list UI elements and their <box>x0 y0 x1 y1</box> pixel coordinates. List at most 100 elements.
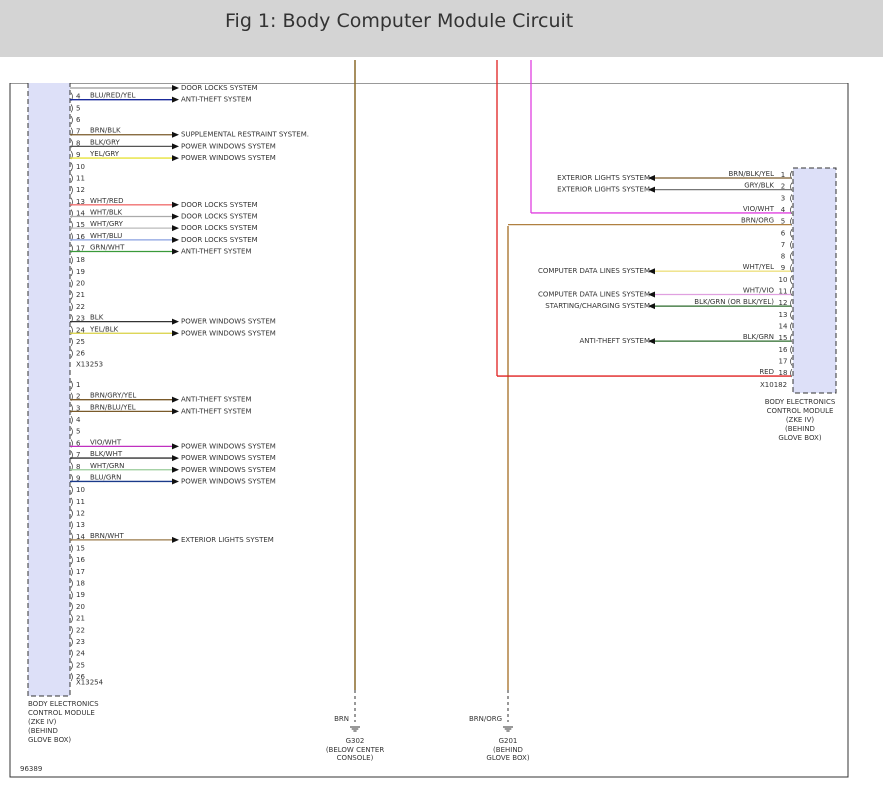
pin-number: 15 <box>76 545 85 553</box>
wire-label: BLK/GRY <box>90 138 120 146</box>
module-label: (ZKE IV) <box>28 718 57 726</box>
pin-number: 15 <box>76 221 85 229</box>
destination: POWER WINDOWS SYSTEM <box>181 154 276 162</box>
pin-number: 4 <box>76 416 81 424</box>
pin-mark <box>790 275 793 285</box>
arrow <box>172 213 179 220</box>
destination: EXTERIOR LIGHTS SYSTEM <box>181 536 274 544</box>
pin-number: 11 <box>76 174 85 182</box>
arrow <box>172 536 179 543</box>
pin-number: 13 <box>779 311 788 319</box>
ground-location: (BELOW CENTER <box>326 746 385 754</box>
arrow <box>172 443 179 450</box>
ground-location: (BEHIND <box>493 746 523 754</box>
destination: POWER WINDOWS SYSTEM <box>181 466 276 474</box>
connector-name: X13253 <box>76 360 103 368</box>
pin-number: 13 <box>76 198 85 206</box>
pin-number: 7 <box>781 241 785 249</box>
pin-mark <box>70 485 73 495</box>
module-label: CONTROL MODULE <box>767 407 834 415</box>
pin-mark <box>790 240 793 250</box>
pin-number: 19 <box>76 268 85 276</box>
arrow <box>172 466 179 473</box>
pin-number: 22 <box>76 303 85 311</box>
wire-label: WHT/YEL <box>743 263 775 271</box>
module-label: GLOVE BOX) <box>28 736 71 744</box>
pin-mark <box>70 185 73 195</box>
pin-number: 14 <box>779 322 788 330</box>
pin-number: 2 <box>781 183 785 191</box>
wire-label: BRN/BLK/YEL <box>728 170 774 178</box>
module-box <box>27 75 71 697</box>
pin-mark <box>70 291 73 300</box>
header: Fig 1: Body Computer Module Circuit <box>0 0 883 57</box>
pin-mark <box>70 661 73 670</box>
arrow <box>172 201 179 208</box>
frame <box>9 82 849 778</box>
ground-wire: BRN/ORG <box>469 715 502 723</box>
pin-mark <box>790 298 793 308</box>
pin-mark <box>70 497 73 507</box>
wire-label: BLU/RED/YEL <box>90 92 136 100</box>
pin-mark <box>70 255 73 265</box>
pin-number: 7 <box>76 128 80 136</box>
arrow <box>648 186 655 193</box>
pin-mark <box>70 104 73 113</box>
destination: DOOR LOCKS SYSTEM <box>181 201 258 209</box>
pin-number: 4 <box>76 93 81 101</box>
pin-number: 5 <box>781 218 785 226</box>
figure-id: 96389 <box>20 765 42 773</box>
destination: POWER WINDOWS SYSTEM <box>181 454 276 462</box>
destination: ANTI-THEFT SYSTEM <box>181 248 252 256</box>
arrow <box>172 330 179 337</box>
pin-number: 10 <box>76 486 85 494</box>
wire-label: GRY/BLK <box>744 182 774 190</box>
wire-label: BRN/BLK <box>90 127 121 135</box>
wire-label: WHT/BLK <box>90 208 123 216</box>
pin-mark <box>70 637 73 647</box>
wire-label: BLK <box>90 314 104 322</box>
arrow <box>172 248 179 255</box>
pin-mark <box>790 263 793 273</box>
pin-number: 15 <box>779 334 788 342</box>
pin-number: 23 <box>76 638 85 646</box>
destination: STARTING/CHARGING SYSTEM <box>545 302 650 310</box>
pin-mark <box>70 579 73 588</box>
pin-number: 24 <box>76 326 85 334</box>
destination: POWER WINDOWS SYSTEM <box>181 318 276 326</box>
wire-label: GRN/WHT <box>90 244 125 252</box>
pin-mark <box>70 349 73 358</box>
ground-wire: BRN <box>334 715 349 723</box>
wire-label: BRN/ORG <box>741 217 774 225</box>
arrow <box>648 268 655 275</box>
arrow <box>172 236 179 243</box>
destination: DOOR LOCKS SYSTEM <box>181 212 258 220</box>
destination: DOOR LOCKS SYSTEM <box>181 224 258 232</box>
pin-mark <box>790 170 793 180</box>
pin-mark <box>790 205 793 215</box>
pin-number: 4 <box>781 206 786 214</box>
pin-number: 26 <box>76 350 85 358</box>
pin-mark <box>790 217 793 226</box>
pin-number: 20 <box>76 603 85 611</box>
pin-number: 13 <box>76 521 85 529</box>
arrow <box>648 303 655 310</box>
module-label: CONTROL MODULE <box>28 709 95 717</box>
pin-number: 10 <box>76 163 85 171</box>
pin-mark <box>790 322 793 331</box>
pin-number: 16 <box>779 346 788 354</box>
pin-mark <box>70 672 73 682</box>
wire-label: VIO/WHT <box>743 205 775 213</box>
arrow <box>172 318 179 325</box>
pin-number: 18 <box>779 369 788 377</box>
pin-number: 25 <box>76 661 85 669</box>
pin-mark <box>790 368 793 378</box>
pin-mark <box>70 626 73 635</box>
pin-mark <box>790 333 793 343</box>
pin-number: 26 <box>76 673 85 681</box>
pin-number: 1 <box>76 381 80 389</box>
pin-number: 1 <box>781 171 785 179</box>
pin-mark <box>70 649 73 658</box>
wire-label: BLK/GRN (OR BLK/YEL) <box>694 298 774 306</box>
